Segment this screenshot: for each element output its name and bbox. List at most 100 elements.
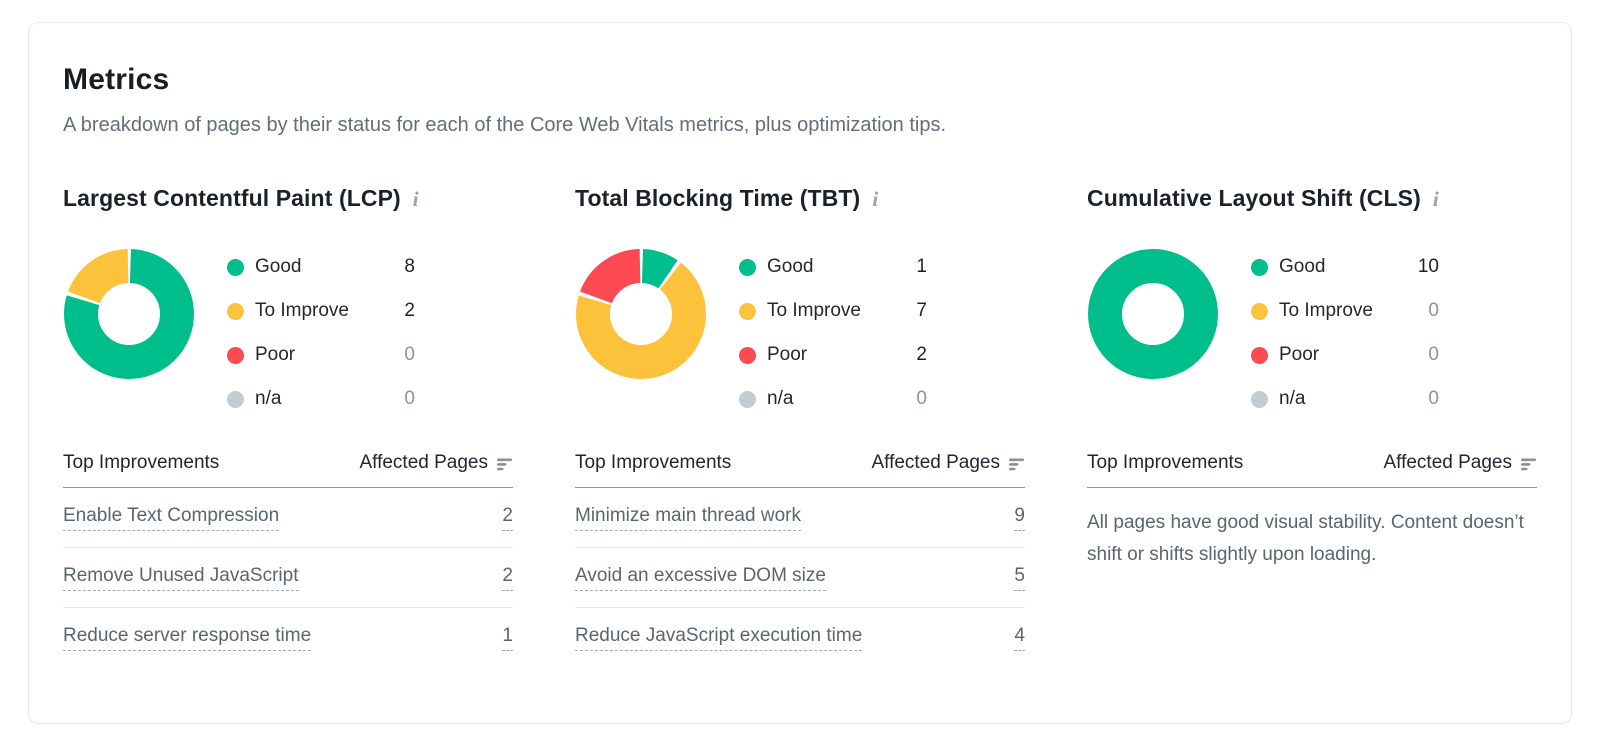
tbt-donut-chart[interactable] <box>575 248 707 380</box>
improvement-link[interactable]: Enable Text Compression <box>63 505 280 531</box>
legend-value: 0 <box>1428 344 1439 365</box>
metric-title-text: Cumulative Layout Shift (CLS) <box>1087 185 1421 211</box>
affected-pages-count[interactable]: 9 <box>1014 505 1025 531</box>
legend-value: 2 <box>404 300 415 321</box>
legend-label: Poor <box>767 344 808 365</box>
sort-descending-icon[interactable] <box>1008 458 1025 471</box>
column-affected-pages[interactable]: Affected Pages <box>1383 452 1537 474</box>
metric-section-cls: Cumulative Layout Shift (CLS) i Good 10 … <box>1087 185 1537 668</box>
legend-value: 1 <box>916 256 927 277</box>
affected-pages-count[interactable]: 2 <box>502 505 513 531</box>
legend-label: Poor <box>1279 344 1320 365</box>
metric-title-tbt: Total Blocking Time (TBT) i <box>575 185 1025 212</box>
legend-label: To Improve <box>767 300 861 321</box>
improvement-link[interactable]: Avoid an excessive DOM size <box>575 565 826 591</box>
info-icon[interactable]: i <box>412 187 419 211</box>
improvement-link[interactable]: Minimize main thread work <box>575 505 801 531</box>
improvement-link[interactable]: Remove Unused JavaScript <box>63 565 299 591</box>
metric-title-cls: Cumulative Layout Shift (CLS) i <box>1087 185 1537 212</box>
legend-item: n/a 0 <box>1251 377 1439 421</box>
legend-item: To Improve 2 <box>227 289 415 333</box>
affected-pages-label: Affected Pages <box>359 452 488 473</box>
legend-value: 0 <box>916 388 927 409</box>
legend-item: To Improve 0 <box>1251 289 1439 333</box>
metric-title-text: Largest Contentful Paint (LCP) <box>63 185 401 211</box>
legend-item: n/a 0 <box>739 377 927 421</box>
affected-pages-count[interactable]: 1 <box>502 625 513 651</box>
improvement-link[interactable]: Reduce server response time <box>63 625 312 651</box>
legend-value: 0 <box>1428 300 1439 321</box>
metric-columns: Largest Contentful Paint (LCP) i Good 8 … <box>63 185 1537 668</box>
page-subtitle: A breakdown of pages by their status for… <box>63 114 947 136</box>
legend-item: n/a 0 <box>227 377 415 421</box>
metric-section-lcp: Largest Contentful Paint (LCP) i Good 8 … <box>63 185 513 668</box>
cls-legend: Good 10 To Improve 0 Poor 0 <box>1251 245 1439 421</box>
affected-pages-label: Affected Pages <box>871 452 1000 473</box>
good-dot-icon <box>227 258 244 276</box>
metric-title-lcp: Largest Contentful Paint (LCP) i <box>63 185 513 212</box>
table-row: Remove Unused JavaScript 2 <box>63 548 513 608</box>
legend-label: Good <box>1279 256 1326 277</box>
legend-label: n/a <box>767 388 794 409</box>
table-header: Top Improvements Affected Pages <box>575 452 1025 488</box>
table-row: Enable Text Compression 2 <box>63 488 513 548</box>
legend-item: Poor 2 <box>739 333 927 377</box>
legend-item: Poor 0 <box>227 333 415 377</box>
legend-item: To Improve 7 <box>739 289 927 333</box>
to-improve-dot-icon <box>1251 302 1268 320</box>
legend-value: 0 <box>404 388 415 409</box>
affected-pages-count[interactable]: 4 <box>1014 625 1025 651</box>
chart-row: Good 1 To Improve 7 Poor 2 <box>575 245 1025 421</box>
to-improve-dot-icon <box>227 302 244 320</box>
affected-pages-label: Affected Pages <box>1383 452 1512 473</box>
na-dot-icon <box>227 390 244 408</box>
improvement-link[interactable]: Reduce JavaScript execution time <box>575 625 863 651</box>
legend-label: Good <box>255 256 302 277</box>
poor-dot-icon <box>1251 346 1268 364</box>
info-icon[interactable]: i <box>1432 187 1439 211</box>
column-affected-pages[interactable]: Affected Pages <box>359 452 513 474</box>
lcp-legend: Good 8 To Improve 2 Poor 0 <box>227 245 415 421</box>
page-title: Metrics <box>63 63 170 96</box>
column-top-improvements: Top Improvements <box>63 452 220 473</box>
improvements-table: Top Improvements Affected Pages Enable T… <box>63 452 513 668</box>
legend-label: Poor <box>255 344 296 365</box>
legend-value: 8 <box>404 256 415 277</box>
column-top-improvements: Top Improvements <box>1087 452 1244 473</box>
sort-descending-icon[interactable] <box>1520 458 1537 471</box>
sort-descending-icon[interactable] <box>496 458 513 471</box>
table-row: Reduce JavaScript execution time 4 <box>575 608 1025 668</box>
improvements-table: Top Improvements Affected Pages Minimize… <box>575 452 1025 668</box>
na-dot-icon <box>739 390 756 408</box>
legend-value: 10 <box>1417 256 1439 277</box>
info-icon[interactable]: i <box>872 187 879 211</box>
affected-pages-count[interactable]: 5 <box>1014 565 1025 591</box>
cls-donut-chart[interactable] <box>1087 248 1219 380</box>
metric-title-text: Total Blocking Time (TBT) <box>575 185 861 211</box>
table-header: Top Improvements Affected Pages <box>1087 452 1537 488</box>
metrics-card: Metrics A breakdown of pages by their st… <box>28 22 1572 724</box>
legend-value: 2 <box>916 344 927 365</box>
table-header: Top Improvements Affected Pages <box>63 452 513 488</box>
good-dot-icon <box>1251 258 1268 276</box>
column-affected-pages[interactable]: Affected Pages <box>871 452 1025 474</box>
chart-row: Good 10 To Improve 0 Poor 0 <box>1087 245 1537 421</box>
na-dot-icon <box>1251 390 1268 408</box>
legend-item: Good 1 <box>739 245 927 289</box>
good-dot-icon <box>739 258 756 276</box>
improvements-table: Top Improvements Affected Pages All page… <box>1087 452 1537 571</box>
lcp-donut-chart[interactable] <box>63 248 195 380</box>
cls-empty-message: All pages have good visual stability. Co… <box>1087 512 1524 565</box>
to-improve-dot-icon <box>739 302 756 320</box>
table-row: Avoid an excessive DOM size 5 <box>575 548 1025 608</box>
legend-label: To Improve <box>1279 300 1373 321</box>
legend-label: n/a <box>255 388 282 409</box>
legend-value: 0 <box>404 344 415 365</box>
legend-item: Good 8 <box>227 245 415 289</box>
chart-row: Good 8 To Improve 2 Poor 0 <box>63 245 513 421</box>
affected-pages-count[interactable]: 2 <box>502 565 513 591</box>
column-top-improvements: Top Improvements <box>575 452 732 473</box>
poor-dot-icon <box>739 346 756 364</box>
legend-value: 7 <box>916 300 927 321</box>
legend-label: To Improve <box>255 300 349 321</box>
